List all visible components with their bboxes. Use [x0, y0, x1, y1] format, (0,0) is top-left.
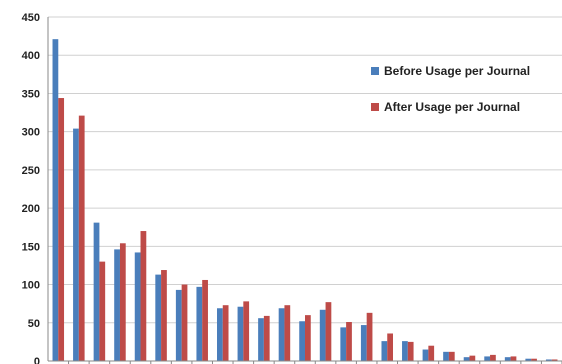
bar-after: [140, 231, 147, 361]
y-tick-label: 150: [22, 241, 40, 253]
bar-after: [469, 355, 476, 361]
axes: [47, 17, 562, 364]
legend-swatch: [371, 103, 379, 111]
bar-after: [305, 315, 311, 361]
bar-after: [99, 261, 106, 361]
bar-after: [263, 315, 270, 361]
legend-label: Before Usage per Journal: [384, 64, 530, 78]
bar-before: [93, 222, 100, 361]
bar-after: [366, 312, 373, 361]
bar-before: [217, 308, 223, 361]
bar-before: [340, 327, 347, 361]
bar-before: [360, 325, 367, 361]
bar-after: [119, 243, 126, 361]
y-tick-label: 400: [22, 50, 40, 62]
y-tick-label: 350: [22, 88, 40, 100]
bar-before: [299, 321, 305, 361]
bar-before: [175, 289, 182, 361]
bar-before: [155, 274, 162, 361]
bars: [52, 39, 558, 362]
bar-before: [196, 286, 203, 361]
bar-after: [58, 98, 65, 361]
bar-before: [381, 341, 388, 361]
bar-after: [490, 354, 496, 361]
bar-after: [531, 358, 537, 361]
bar-before: [484, 356, 491, 361]
bar-before: [278, 308, 285, 361]
y-tick-label: 300: [22, 127, 40, 139]
bar-before: [52, 39, 59, 362]
bar-before: [545, 359, 552, 361]
gridlines: [48, 16, 562, 324]
y-tick-label: 0: [34, 356, 40, 364]
bar-after: [407, 341, 414, 361]
bar-after: [325, 302, 332, 361]
bar-after: [222, 305, 229, 361]
bar-after: [202, 279, 208, 361]
bar-before: [463, 357, 470, 361]
legend-swatch: [371, 67, 379, 75]
legend-label: After Usage per Journal: [384, 100, 520, 114]
bar-before: [443, 351, 449, 361]
y-tick-label: 50: [28, 318, 40, 330]
bar-after: [78, 115, 85, 361]
legend: Before Usage per Journal After Usage per …: [371, 64, 530, 114]
y-tick-label: 450: [22, 12, 40, 24]
bar-before: [525, 358, 532, 361]
bar-after: [346, 322, 352, 361]
y-axis-tick-labels: 0 50 100 150 200 250 300 350 400 450: [22, 12, 40, 364]
bar-before: [73, 128, 79, 361]
bar-before: [258, 318, 264, 361]
bar-after: [510, 356, 517, 361]
bar-before: [504, 357, 511, 361]
bar-after: [428, 345, 435, 361]
bar-before: [114, 249, 120, 361]
bar-before: [134, 252, 141, 361]
bar-after: [161, 270, 167, 361]
bar-before: [422, 349, 429, 361]
bar-after: [551, 359, 558, 361]
bar-after: [387, 333, 393, 361]
bar-before: [402, 341, 408, 361]
bar-after: [243, 301, 250, 361]
y-tick-label: 250: [22, 165, 40, 177]
bar-before: [237, 306, 244, 361]
bar-after: [448, 351, 455, 361]
y-tick-label: 200: [22, 203, 40, 215]
bar-after: [284, 305, 291, 361]
bar-after: [181, 284, 188, 361]
bar-before: [319, 309, 326, 361]
y-tick-label: 100: [22, 280, 40, 292]
